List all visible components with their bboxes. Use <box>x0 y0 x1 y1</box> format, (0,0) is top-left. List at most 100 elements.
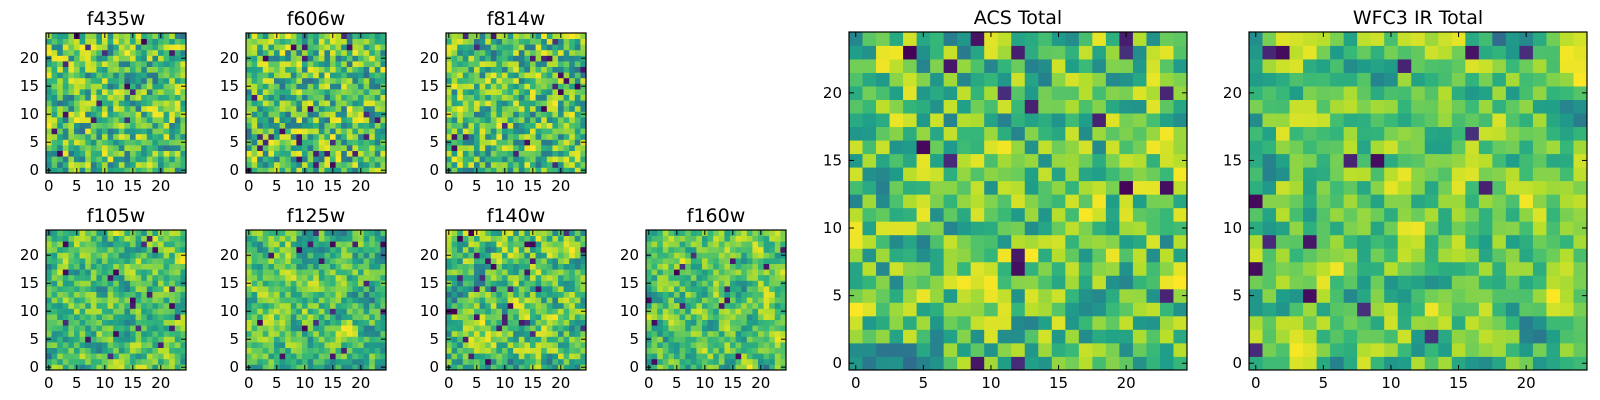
heatmap-cell <box>374 235 381 242</box>
heatmap-cell <box>569 117 576 123</box>
heatmap-cell <box>774 319 781 326</box>
heatmap-cell <box>330 308 336 315</box>
heatmap-cell <box>685 347 692 354</box>
heatmap-cell <box>758 297 764 304</box>
heatmap-cell <box>518 364 525 371</box>
heatmap-cell <box>758 319 764 326</box>
heatmap-cell <box>285 161 292 168</box>
heatmap-cell <box>290 241 297 248</box>
heatmap-cell <box>246 133 252 140</box>
heatmap-cell <box>257 128 264 135</box>
heatmap-cell <box>268 89 275 95</box>
heatmap-cell <box>485 89 492 95</box>
heatmap-cell <box>446 89 452 95</box>
heatmap-cell <box>668 336 675 343</box>
heatmap-cell <box>180 258 187 264</box>
heatmap-cell <box>1051 302 1066 317</box>
heatmap-cell <box>346 314 353 320</box>
heatmap-cell <box>113 246 120 253</box>
heatmap-cell <box>558 269 564 276</box>
heatmap-cell <box>62 111 69 118</box>
heatmap-cell <box>657 308 664 315</box>
heatmap-cell <box>702 263 708 270</box>
heatmap-cell <box>374 258 381 264</box>
heatmap-cell <box>262 128 269 135</box>
heatmap-cell <box>90 358 97 365</box>
heatmap-cell <box>507 139 514 146</box>
heatmap-cell <box>569 314 576 320</box>
heatmap-cell <box>113 314 120 320</box>
heatmap-cell <box>490 100 497 107</box>
heatmap-cell <box>251 347 258 354</box>
heatmap-cell <box>307 55 314 62</box>
heatmap-cell <box>530 336 536 343</box>
heatmap-cells <box>246 230 387 371</box>
heatmap-cell <box>496 319 503 326</box>
heatmap-cell <box>690 297 697 304</box>
heatmap-cell <box>169 156 176 163</box>
heatmap-cell <box>774 353 781 360</box>
heatmap-cell <box>957 180 972 195</box>
heatmap-cell <box>135 319 142 326</box>
heatmap-cell <box>358 139 364 146</box>
heatmap-cell <box>718 325 725 332</box>
heatmap-cell <box>780 319 787 326</box>
heatmap-cell <box>546 139 553 146</box>
heatmap-cell <box>718 280 725 287</box>
heatmap-cell <box>468 83 475 90</box>
heatmap-cell <box>341 291 348 298</box>
heatmap-cell <box>1173 261 1188 276</box>
heatmap-cell <box>457 89 464 95</box>
heatmap-cell <box>62 330 69 337</box>
heatmap-cell <box>758 280 764 287</box>
heatmap-cell <box>118 145 125 151</box>
heatmap-cell <box>46 246 52 253</box>
heatmap-cell <box>518 83 525 90</box>
heatmap-cell <box>490 342 497 348</box>
heatmap-cell <box>146 325 153 332</box>
heatmap-cell <box>485 252 492 259</box>
heatmap-cell <box>674 353 680 360</box>
heatmap-cell <box>474 61 480 67</box>
heatmap-cell <box>535 139 542 146</box>
heatmap-cell <box>313 94 320 101</box>
heatmap-cell <box>502 72 508 79</box>
heatmap-cell <box>535 122 542 129</box>
heatmap-cell <box>724 263 731 270</box>
heatmap-cell <box>774 308 781 315</box>
heatmap-cell <box>524 274 531 281</box>
heatmap-cell <box>451 314 458 320</box>
heatmap-cell <box>124 263 131 270</box>
heatmap-cell <box>707 308 714 315</box>
heatmap-cell <box>696 319 703 326</box>
heatmap-cell <box>741 235 748 242</box>
heatmap-cell <box>169 297 176 304</box>
heatmap-cell <box>707 263 714 270</box>
heatmap-cell <box>246 100 252 107</box>
heatmap-cell <box>502 156 508 163</box>
heatmap-cell <box>580 150 587 157</box>
heatmap-cell <box>341 297 348 304</box>
heatmap-cell <box>462 347 469 354</box>
heatmap-cell <box>285 83 292 90</box>
heatmap-cell <box>707 246 714 253</box>
x-tick-label: 15 <box>323 177 342 195</box>
heatmap-cell <box>257 61 264 67</box>
heatmap-cell <box>916 234 931 249</box>
heatmap-cell <box>657 302 664 309</box>
heatmap-cell <box>124 336 131 343</box>
heatmap-cell <box>158 72 164 79</box>
heatmap-cell <box>62 117 69 123</box>
heatmap-cell <box>1038 180 1053 195</box>
heatmap-cell <box>374 308 381 315</box>
heatmap-cell <box>51 246 58 253</box>
heatmap-cell <box>130 263 136 270</box>
heatmap-cell <box>296 269 303 276</box>
heatmap-cell <box>690 364 697 371</box>
heatmap-cell <box>957 275 972 290</box>
heatmap-cell <box>518 319 525 326</box>
heatmap-cell <box>889 342 904 357</box>
heatmap-cell <box>307 33 314 39</box>
heatmap-cell <box>107 139 114 146</box>
heatmap-cell <box>685 302 692 309</box>
